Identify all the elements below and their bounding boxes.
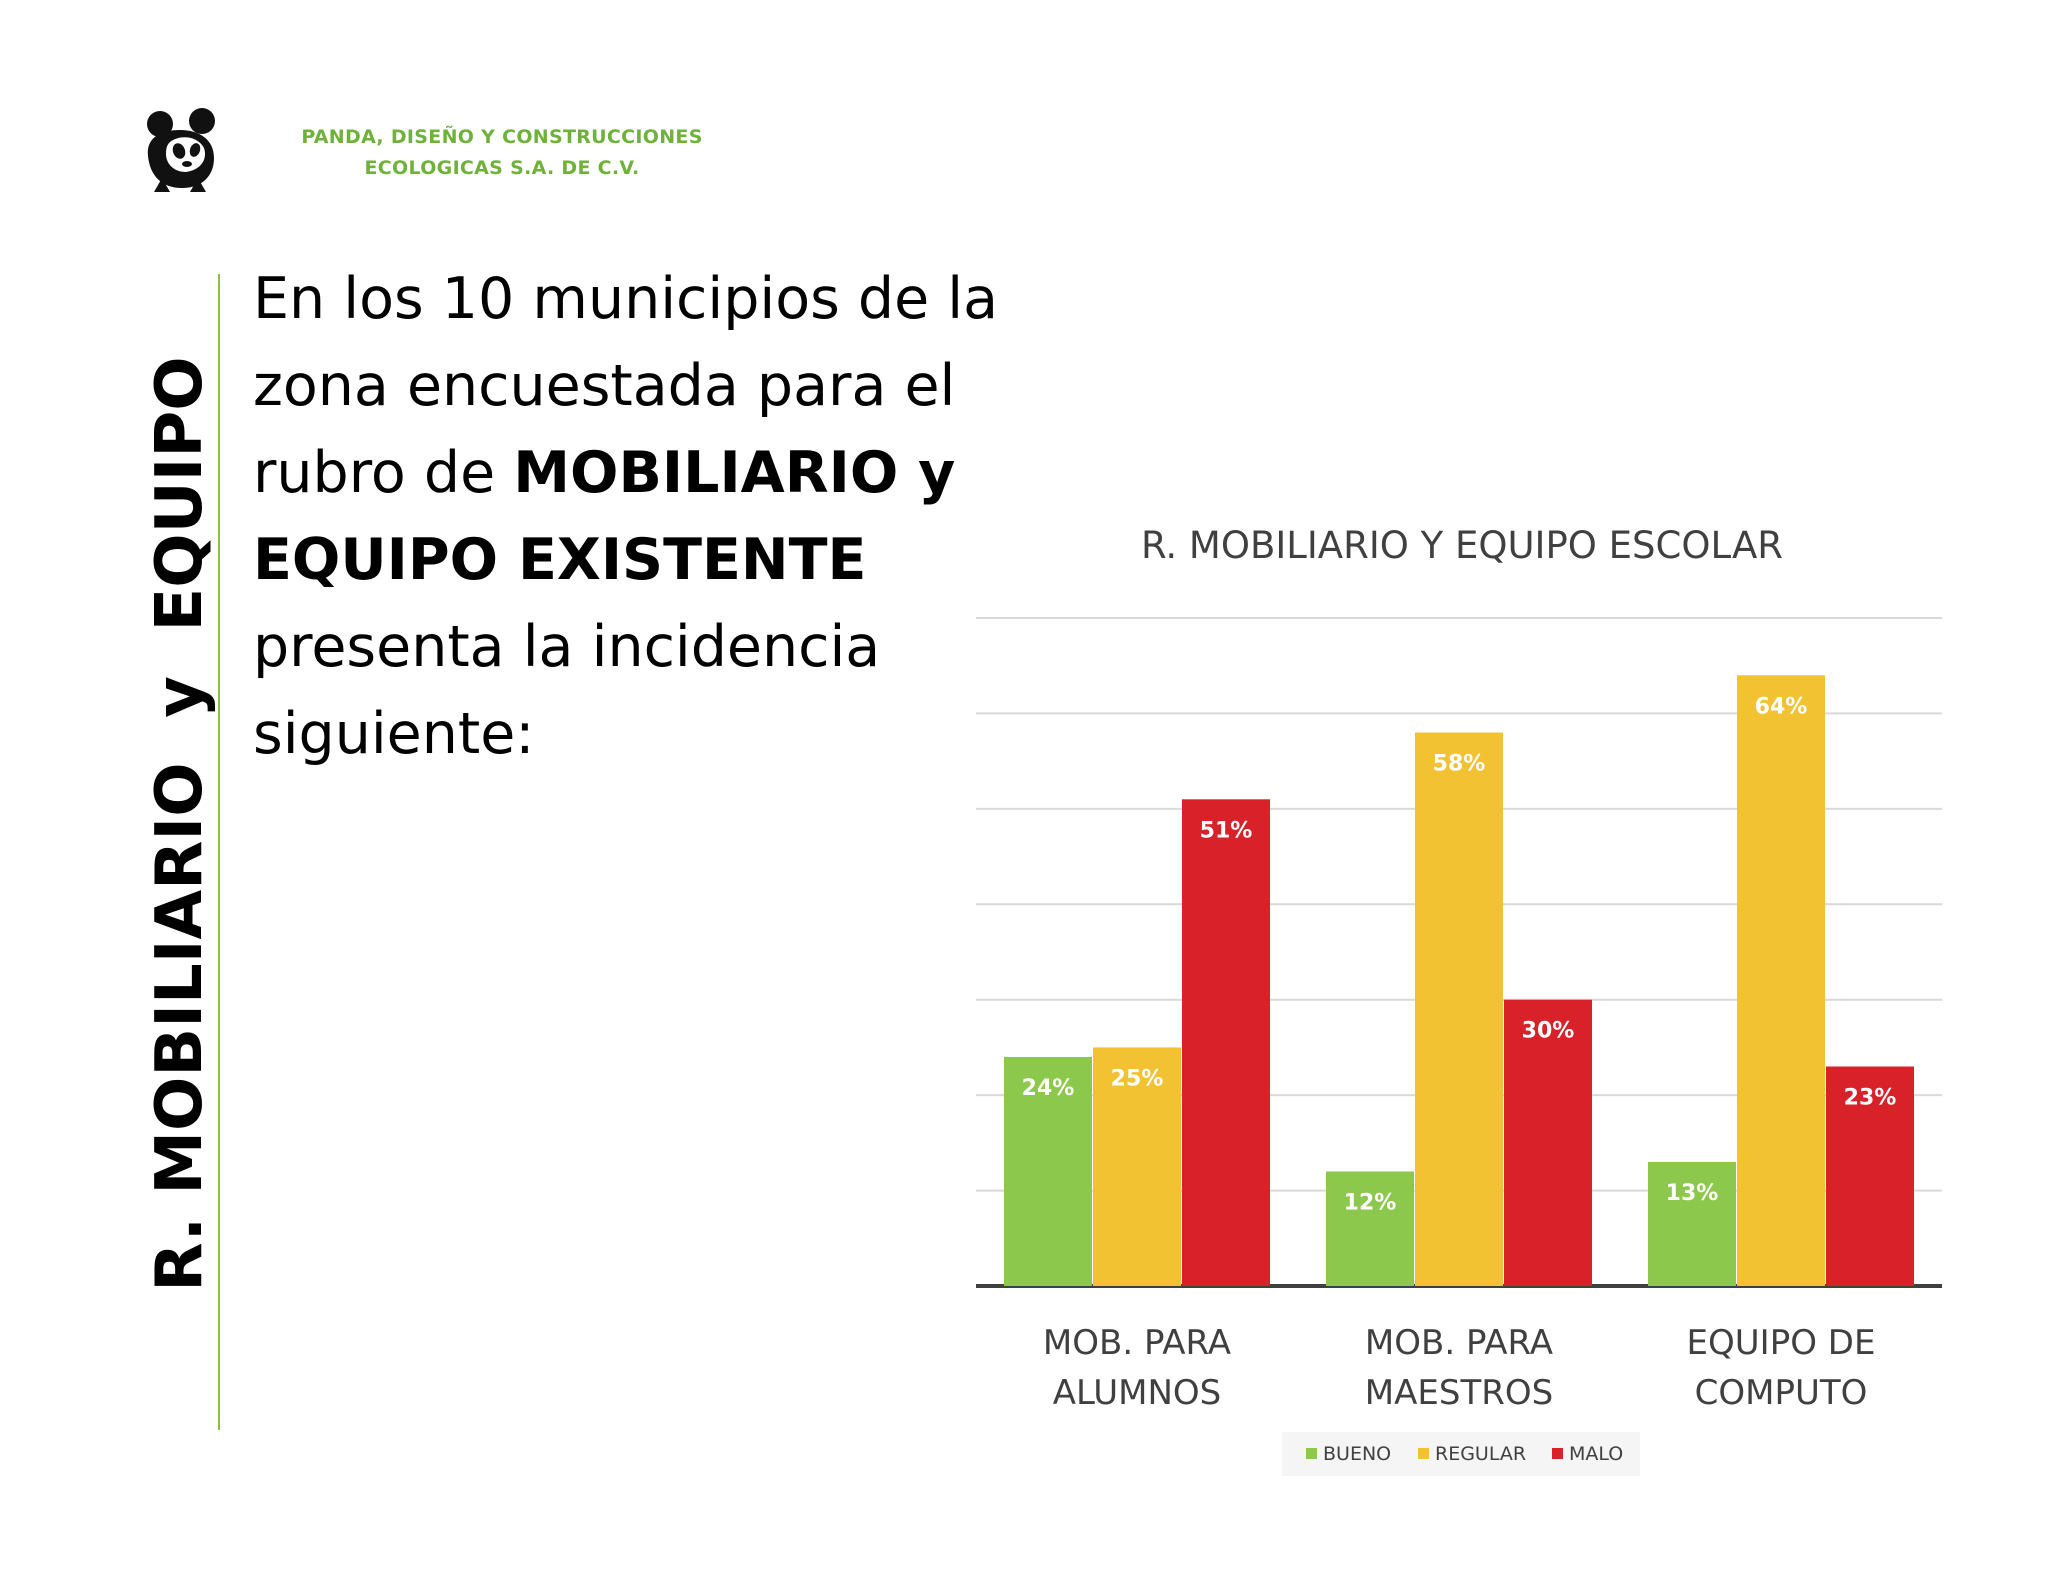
side-title: R. MOBILIARIO y EQUIPO [143, 356, 217, 1292]
intro-text: En los 10 municipios de la zona encuesta… [253, 256, 1053, 778]
intro-line-3-bold: MOBILIARIO y [513, 440, 956, 506]
bar-regular [1093, 1047, 1181, 1286]
legend-label-regular: REGULAR [1435, 1443, 1526, 1465]
intro-line-1: En los 10 municipios de la [253, 266, 999, 332]
data-label: 23% [1844, 1086, 1897, 1111]
side-divider [218, 274, 220, 1430]
intro-line-6: siguiente: [253, 701, 535, 767]
intro-line-4-bold: EQUIPO EXISTENTE [253, 527, 867, 593]
data-label: 64% [1755, 694, 1808, 719]
intro-line-2: zona encuestada para el [253, 353, 956, 419]
legend-swatch-malo [1552, 1448, 1563, 1459]
bar-malo [1826, 1066, 1914, 1286]
company-line-1: PANDA, DISEÑO Y CONSTRUCCIONES [301, 126, 703, 148]
data-label: 24% [1022, 1076, 1075, 1101]
data-label: 30% [1522, 1019, 1575, 1044]
bar-regular [1415, 732, 1503, 1286]
category-label: MAESTROS [1365, 1373, 1553, 1413]
intro-line-5: presenta la incidencia [253, 614, 881, 680]
bar-chart: R. MOBILIARIO Y EQUIPO ESCOLAR 24% 25% 51%… [976, 524, 1942, 1476]
category-label: ALUMNOS [1053, 1373, 1222, 1413]
category-label: MOB. PARA [1365, 1323, 1553, 1363]
intro-line-3-prefix: rubro de [253, 440, 514, 506]
data-label: 13% [1666, 1181, 1719, 1206]
category-label: MOB. PARA [1043, 1323, 1231, 1363]
category-label: EQUIPO DE [1687, 1323, 1876, 1363]
category-label: COMPUTO [1695, 1373, 1868, 1413]
data-label: 12% [1344, 1190, 1397, 1215]
company-name: PANDA, DISEÑO Y CONSTRUCCIONES ECOLOGICA… [262, 122, 742, 184]
bar-regular [1737, 675, 1825, 1286]
bar-malo [1182, 799, 1270, 1286]
intro-line-3: rubro de MOBILIARIO y [253, 430, 1053, 517]
data-label: 58% [1433, 752, 1486, 777]
data-label: 51% [1200, 818, 1253, 843]
bar-bueno [1648, 1161, 1736, 1286]
intro-line-4: EQUIPO EXISTENTE [253, 517, 1053, 604]
bar-bueno [1004, 1056, 1092, 1286]
legend-box [1282, 1432, 1640, 1476]
legend-swatch-bueno [1306, 1448, 1317, 1459]
panda-logo-icon [147, 108, 215, 192]
chart-title: R. MOBILIARIO Y EQUIPO ESCOLAR [1141, 524, 1783, 567]
bar-bueno [1326, 1171, 1414, 1286]
company-line-2: ECOLOGICAS S.A. DE C.V. [364, 157, 640, 179]
legend-label-bueno: BUENO [1323, 1443, 1391, 1465]
legend-swatch-regular [1418, 1448, 1429, 1459]
data-label: 25% [1111, 1066, 1164, 1091]
bar-malo [1504, 999, 1592, 1286]
legend-label-malo: MALO [1569, 1443, 1623, 1465]
